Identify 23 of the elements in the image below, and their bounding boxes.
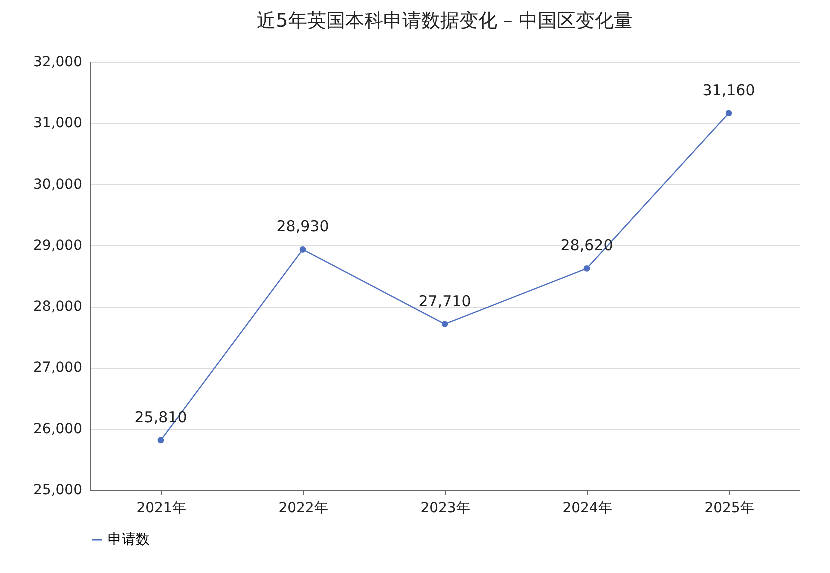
chart-title: 近5年英国本科申请数据变化 – 中国区变化量 [257,10,633,32]
legend-label: 申请数 [108,532,150,548]
y-tick-label: 26,000 [34,421,82,438]
x-tick-label: 2023年 [420,500,470,516]
y-tick-label: 29,000 [34,238,82,254]
point [442,321,448,328]
data-label: 28,930 [276,218,330,236]
y-tick-label: 32,000 [34,54,82,70]
point [726,110,732,117]
y-tick-label: 31,000 [34,116,82,132]
y-tick-label: 27,000 [34,360,82,376]
x-tick-label: 2025年 [704,500,754,516]
data-label: 27,710 [418,292,472,310]
y-tick-label: 30,000 [34,176,82,193]
y-tick-label: 28,000 [34,299,82,316]
point [584,266,590,272]
point [300,246,306,253]
x-tick-label: 2024年 [562,500,612,516]
x-tick-label: 2021年 [136,500,186,516]
point [158,437,164,444]
y-tick-label: 25,000 [34,482,82,498]
data-label: 31,160 [702,81,756,100]
x-tick-label: 2022年 [278,500,328,516]
